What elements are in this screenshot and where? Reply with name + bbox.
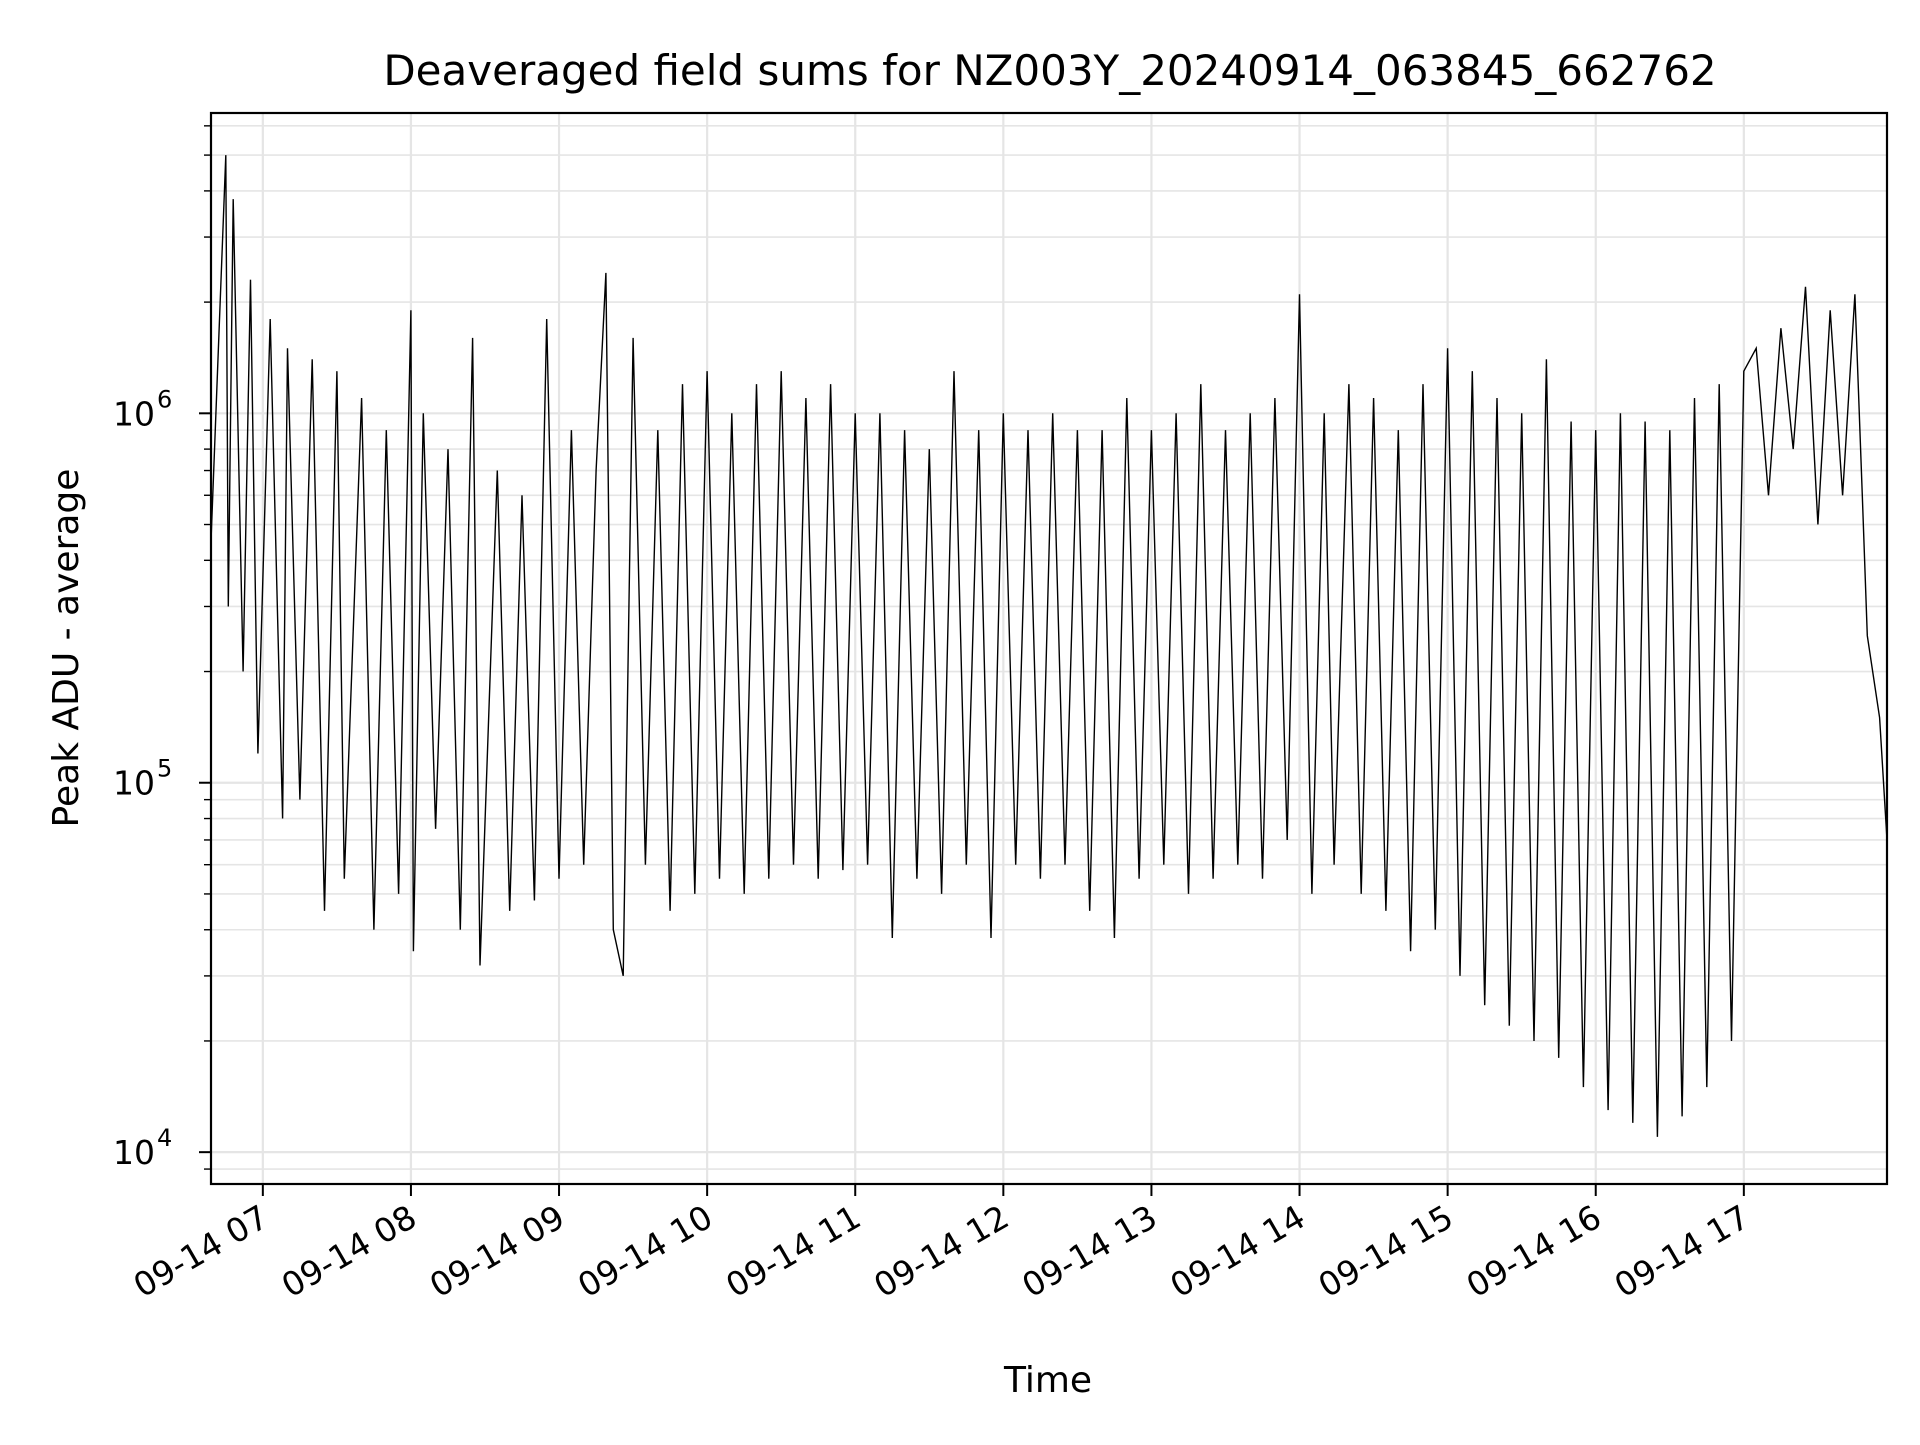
series-layer: [210, 155, 1888, 1137]
y-axis-label: Peak ADU - average: [46, 469, 87, 828]
grid-layer: [211, 113, 1887, 1184]
y-tick-label: 10: [113, 764, 155, 803]
y-tick-exponent: 5: [157, 755, 172, 783]
chart-title: Deaveraged field sums for NZ003Y_2024091…: [383, 46, 1716, 95]
x-axis-label: Time: [1003, 1360, 1092, 1401]
plot-frame: [209, 111, 1889, 1186]
y-tick-exponent: 4: [157, 1124, 172, 1152]
y-tick-label: 10: [113, 394, 155, 433]
series-line: [210, 155, 1888, 1137]
y-tick-label: 10: [113, 1133, 155, 1172]
y-tick-exponent: 6: [157, 385, 172, 413]
